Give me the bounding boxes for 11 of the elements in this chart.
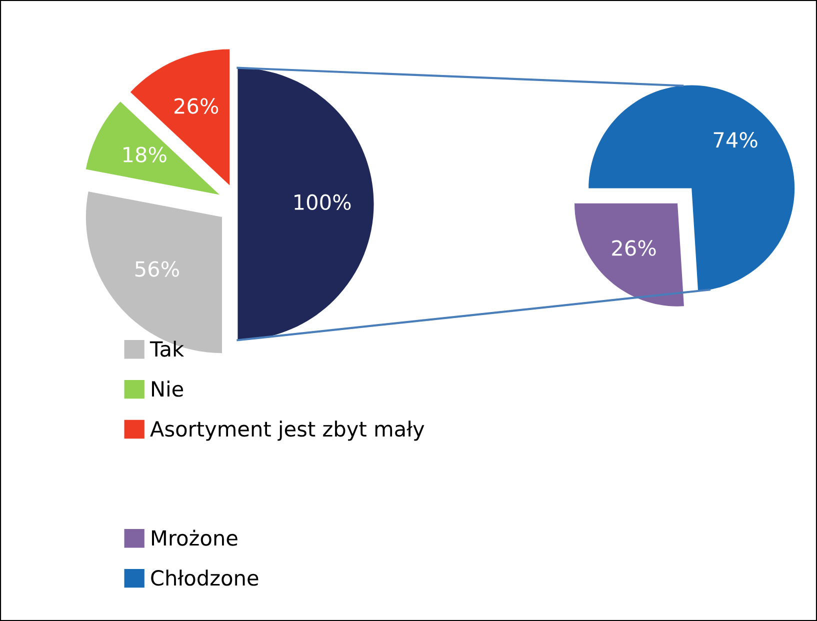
data-label: 18% bbox=[123, 146, 166, 162]
legend-label: Nie bbox=[152, 380, 184, 397]
legend-label: Mrożone bbox=[152, 530, 238, 546]
data-label: 74% bbox=[714, 132, 758, 148]
data-label: 26% bbox=[174, 98, 218, 114]
legend-label: Asortyment jest zbyt mały bbox=[150, 420, 424, 441]
legend-label: Chłodzone bbox=[151, 570, 258, 586]
legend-label: Tak bbox=[150, 340, 184, 357]
data-label: 100% bbox=[294, 194, 351, 210]
data-label: 56% bbox=[135, 261, 179, 277]
data-label: 26% bbox=[612, 240, 656, 256]
